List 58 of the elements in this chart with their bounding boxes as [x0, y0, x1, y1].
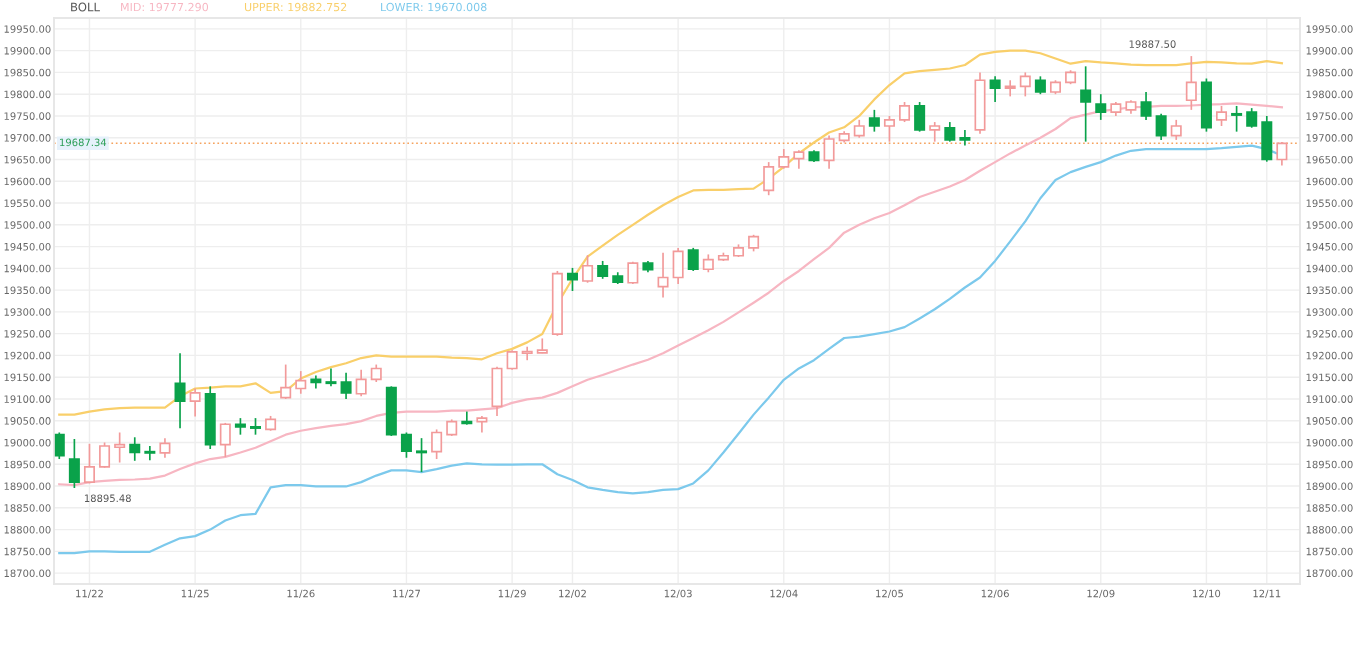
- line-series: [58, 49, 1283, 416]
- candlestick: [461, 410, 473, 426]
- candlestick: [899, 101, 911, 123]
- candlestick: [1170, 119, 1182, 141]
- candlestick: [280, 363, 292, 400]
- candlestick: [883, 115, 895, 143]
- candlestick: [129, 436, 141, 462]
- candlestick: [1080, 65, 1092, 143]
- candlestick: [1185, 55, 1197, 111]
- candlestick: [189, 387, 201, 418]
- candlestick: [914, 101, 926, 133]
- candlestick: [355, 368, 367, 398]
- candlestick: [83, 442, 95, 485]
- candlestick: [566, 267, 578, 292]
- candlestick: [506, 349, 518, 371]
- candlestick: [1231, 105, 1243, 133]
- candlestick: [687, 247, 699, 272]
- candlestick: [295, 370, 307, 395]
- candlestick: [1215, 105, 1228, 127]
- candlestick: [1004, 79, 1016, 98]
- candlestick: [1276, 141, 1288, 167]
- candlestick: [159, 437, 171, 459]
- line-series: [58, 102, 1283, 487]
- candlestick: [763, 161, 775, 197]
- candlestick: [778, 148, 790, 170]
- candlestick: [340, 372, 352, 400]
- candlestick: [868, 109, 880, 133]
- candlestick: [219, 422, 231, 458]
- candlestick: [1246, 107, 1258, 129]
- candlestick: [174, 352, 186, 429]
- candlestick: [823, 134, 835, 170]
- candlestick: [491, 365, 503, 417]
- candlestick: [944, 121, 956, 143]
- candlestick: [144, 445, 156, 462]
- candlestick: [1155, 112, 1167, 141]
- candlestick: [68, 438, 80, 489]
- candlestick: [959, 129, 971, 147]
- candlestick: [989, 75, 1001, 103]
- candlestick: [431, 428, 443, 460]
- candlestick: [99, 441, 111, 469]
- candlestick: [1140, 91, 1152, 121]
- candlestick: [1019, 71, 1031, 98]
- candlestick: [54, 431, 65, 460]
- candlestick: [1261, 115, 1273, 163]
- candlestick: [929, 121, 941, 143]
- candlestick: [416, 437, 428, 473]
- candlestick: [385, 385, 397, 437]
- candlestick: [521, 345, 533, 362]
- candlestick: [672, 247, 684, 285]
- candlestick: [114, 431, 126, 464]
- candlestick: [657, 251, 669, 299]
- candlestick: [582, 254, 594, 284]
- candlestick: [325, 367, 337, 388]
- candlestick: [1095, 93, 1107, 121]
- candlestick: [1200, 77, 1212, 133]
- candlestick: [793, 149, 805, 170]
- candlestick: [400, 431, 412, 459]
- candlestick: [310, 374, 322, 390]
